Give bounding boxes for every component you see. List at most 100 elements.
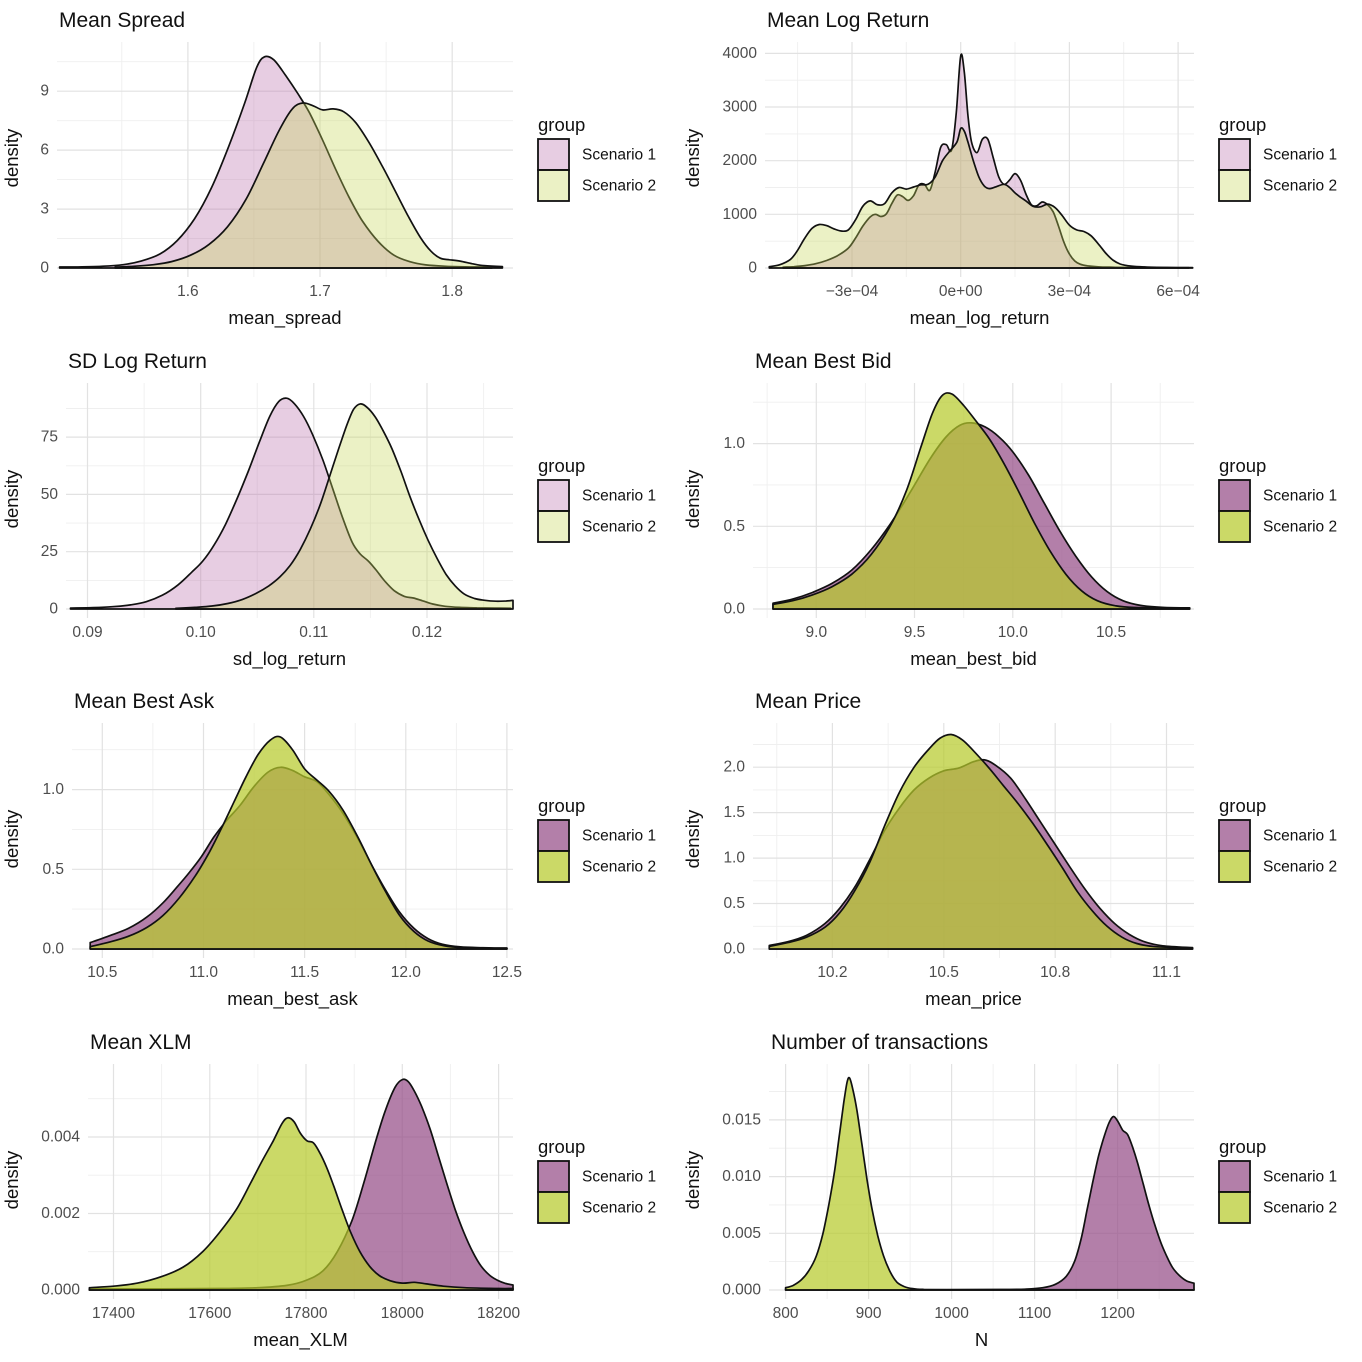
x-tick-label: 17600 (188, 1305, 231, 1322)
x-tick-label: 3e−04 (1048, 283, 1092, 300)
x-tick-label: 12.5 (492, 964, 522, 981)
legend-key-scenario-1 (537, 1160, 570, 1193)
y-tick-label: 0.000 (41, 1282, 80, 1299)
legend-title: group (538, 795, 585, 816)
legend-label: Scenario 1 (582, 488, 656, 505)
legend-key-scenario-1 (537, 819, 570, 852)
legend-key-scenario-2 (537, 850, 570, 883)
y-tick-label: 0.010 (722, 1168, 761, 1185)
y-tick-label: 3 (40, 201, 49, 218)
x-tick-label: 10.5 (929, 964, 959, 981)
x-tick-label: 10.2 (817, 964, 847, 981)
y-tick-label: 0 (748, 260, 757, 277)
x-tick-label: 10.8 (1040, 964, 1070, 981)
y-tick-label: 0 (49, 601, 58, 618)
density-area-scenario-2 (88, 1116, 514, 1291)
x-axis-title: sd_log_return (233, 648, 346, 670)
legend-label: Scenario 2 (582, 859, 656, 876)
y-tick-label: 6 (40, 142, 49, 159)
x-tick-label: 800 (773, 1305, 799, 1322)
chart-mean-xlm: 17400 17600 17800 18000 18200 0.000 0.002 0.004… (1, 1031, 656, 1351)
y-tick-label: 2000 (723, 152, 758, 169)
y-tick-label: 1000 (723, 206, 758, 223)
y-axis-title: density (682, 1150, 703, 1209)
chart-mean-best-bid: 9.0 9.5 10.0 10.5 0.0 0.5 1.0 mean_best_bid dens… (682, 350, 1337, 670)
legend-key-scenario-2 (1218, 1191, 1251, 1224)
chart-title: SD Log Return (68, 350, 207, 373)
y-tick-label: 4000 (723, 45, 758, 62)
x-tick-label: 9.0 (806, 624, 828, 641)
density-area-scenario-2 (768, 733, 1194, 950)
x-tick-label: −3e−04 (826, 283, 879, 300)
y-axis-title: density (1, 809, 22, 868)
x-axis-title: mean_best_ask (227, 988, 358, 1010)
y-tick-label: 0.015 (722, 1111, 761, 1128)
legend-key-scenario-1 (1218, 1160, 1251, 1193)
legend-label: Scenario 1 (582, 1169, 656, 1186)
legend-label: Scenario 1 (1263, 147, 1337, 164)
x-tick-label: 1100 (1018, 1305, 1052, 1322)
legend-title: group (538, 455, 585, 476)
x-tick-label: 1000 (934, 1305, 969, 1322)
x-tick-label: 1.7 (309, 283, 331, 300)
legend-title: group (1219, 455, 1266, 476)
chart-mean-log-return: −3e−04 0e+00 3e−04 6e−04 0 1000 2000 3000 4000 me… (682, 9, 1337, 329)
legend-label: Scenario 1 (582, 147, 656, 164)
legend-key-scenario-2 (1218, 850, 1251, 883)
legend-key-scenario-2 (537, 1191, 570, 1224)
chart-mean-best-ask: 10.5 11.0 11.5 12.0 12.5 0.0 0.5 1.0 mean_best_a… (1, 690, 656, 1010)
y-axis-title: density (1, 469, 22, 528)
legend-key-scenario-2 (537, 169, 570, 202)
y-tick-label: 0.5 (723, 895, 745, 912)
legend-title: group (538, 114, 585, 135)
legend-label: Scenario 1 (1263, 1169, 1337, 1186)
y-tick-label: 0.0 (723, 941, 745, 958)
x-axis-title: mean_price (925, 988, 1022, 1010)
y-tick-label: 9 (40, 83, 49, 100)
x-tick-label: 1200 (1100, 1305, 1135, 1322)
legend-key-scenario-1 (537, 479, 570, 512)
y-axis-title: density (682, 469, 703, 528)
y-tick-label: 0.005 (722, 1225, 761, 1242)
legend-key-scenario-1 (537, 138, 570, 171)
x-tick-label: 10.5 (87, 964, 117, 981)
x-tick-label: 9.5 (904, 624, 926, 641)
y-tick-label: 75 (41, 429, 58, 446)
density-area-scenario-1 (58, 55, 493, 269)
legend-key-scenario-2 (1218, 169, 1251, 202)
x-tick-label: 900 (856, 1305, 882, 1322)
y-axis-title: density (1, 128, 22, 187)
y-tick-label: 0.0 (42, 941, 64, 958)
y-tick-label: 0.002 (41, 1205, 80, 1222)
legend-title: group (1219, 114, 1266, 135)
x-tick-label: 18000 (381, 1305, 424, 1322)
x-tick-label: 12.0 (391, 964, 422, 981)
x-tick-label: 0.12 (412, 624, 442, 641)
x-tick-label: 0.10 (186, 624, 217, 641)
y-tick-label: 1.0 (42, 781, 64, 798)
legend-key-scenario-2 (537, 510, 570, 543)
density-area-scenario-2 (768, 127, 1194, 269)
y-tick-label: 1.0 (723, 435, 745, 452)
chart-title: Mean Spread (59, 9, 185, 32)
x-tick-label: 17400 (92, 1305, 135, 1322)
x-tick-label: 11.5 (290, 964, 319, 981)
y-tick-label: 0.004 (41, 1129, 80, 1146)
x-axis-title: mean_XLM (253, 1329, 348, 1351)
density-area-scenario-1 (782, 53, 1190, 269)
legend-label: Scenario 2 (582, 519, 656, 536)
density-area-scenario-2 (772, 392, 1191, 610)
x-tick-label: 10.5 (1096, 624, 1126, 641)
y-tick-label: 0 (40, 260, 49, 277)
chart-title: Number of transactions (771, 1031, 988, 1054)
chart-title: Mean Price (755, 690, 861, 713)
x-tick-label: 0.09 (72, 624, 102, 641)
chart-title: Mean Best Ask (74, 690, 215, 713)
y-tick-label: 1.5 (723, 804, 745, 821)
legend-label: Scenario 1 (582, 828, 656, 845)
y-tick-label: 25 (41, 543, 58, 560)
density-area-scenario-2 (114, 102, 504, 269)
legend-label: Scenario 1 (1263, 828, 1337, 845)
legend-label: Scenario 2 (582, 178, 656, 195)
